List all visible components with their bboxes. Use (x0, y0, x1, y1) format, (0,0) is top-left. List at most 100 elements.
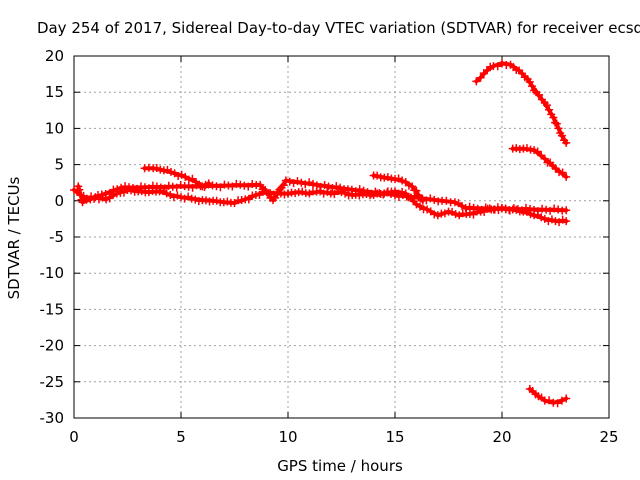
data-point (469, 203, 478, 212)
data-point (164, 181, 173, 190)
data-point (90, 194, 99, 203)
data-point (371, 187, 380, 196)
data-point (451, 210, 460, 219)
data-point (113, 185, 122, 194)
data-point (129, 184, 138, 193)
data-point (208, 181, 217, 190)
y-tick-label: -30 (40, 409, 65, 427)
data-point (505, 206, 514, 215)
data-layer (70, 59, 571, 408)
data-point (255, 191, 264, 200)
data-point (545, 105, 554, 114)
data-point (136, 182, 145, 191)
axis-ticks: 0 5 10 15 20 25 -30 -25 -20 -15 -10 -5 0 5 10 15 20 (40, 47, 619, 446)
data-point (551, 164, 560, 173)
data-point (558, 215, 567, 224)
data-point (387, 190, 396, 199)
data-point (232, 179, 241, 188)
data-point (184, 175, 193, 184)
data-point (430, 195, 439, 204)
data-point (363, 188, 372, 197)
data-point (297, 178, 306, 187)
x-tick-label: 15 (385, 428, 404, 446)
data-point (152, 182, 161, 191)
data-point (525, 77, 534, 86)
data-point (517, 206, 526, 215)
data-point (473, 204, 482, 213)
x-tick-label: 5 (176, 428, 186, 446)
data-point (320, 180, 329, 189)
data-point (493, 62, 502, 71)
data-point (562, 217, 571, 226)
data-point (293, 177, 302, 186)
data-point (373, 171, 382, 180)
data-point (398, 190, 407, 199)
data-point (279, 181, 288, 190)
data-point (244, 195, 253, 204)
data-point (359, 186, 368, 195)
data-point (168, 182, 177, 191)
data-point (285, 177, 294, 186)
data-point (550, 204, 559, 213)
data-point (167, 167, 176, 176)
data-point (558, 168, 567, 177)
data-point (347, 185, 356, 194)
data-point (323, 187, 332, 196)
data-point (530, 206, 539, 215)
series-main-band-b (284, 187, 571, 227)
y-tick-label: -15 (40, 300, 65, 318)
data-point (535, 90, 544, 99)
y-tick-label: 10 (45, 119, 64, 137)
data-point (476, 73, 485, 82)
data-point (140, 183, 149, 192)
data-point (248, 180, 257, 189)
data-point (414, 193, 423, 202)
y-tick-label: 20 (45, 47, 64, 65)
data-point (412, 186, 421, 195)
data-point (256, 180, 265, 189)
data-point (544, 217, 553, 226)
data-point (205, 197, 214, 206)
data-point (498, 59, 506, 68)
data-point (152, 163, 161, 172)
data-point (542, 205, 551, 214)
x-tick-label: 20 (492, 428, 511, 446)
data-point (472, 77, 481, 86)
data-point (192, 181, 201, 190)
data-point (410, 191, 419, 200)
data-point (284, 189, 292, 198)
data-point (530, 146, 539, 155)
x-tick-label: 0 (69, 428, 79, 446)
data-point (191, 195, 200, 204)
data-point (551, 217, 560, 226)
data-point (383, 188, 392, 197)
data-point (461, 204, 470, 213)
data-point (547, 215, 556, 224)
data-point (281, 176, 290, 185)
data-point (196, 182, 205, 191)
data-point (220, 180, 229, 189)
data-point (204, 180, 213, 189)
data-point (76, 190, 85, 199)
data-point (271, 193, 280, 202)
data-point (174, 171, 183, 180)
data-point (527, 82, 536, 91)
data-point (465, 209, 474, 218)
data-point (552, 119, 561, 128)
data-point (187, 194, 196, 203)
data-point (240, 181, 249, 190)
data-point (169, 193, 178, 202)
data-point (549, 113, 558, 122)
data-point (156, 183, 165, 192)
y-axis-label: SDTVAR / TECUs (5, 176, 23, 299)
data-point (477, 205, 486, 214)
data-point (557, 131, 566, 140)
data-point (375, 189, 384, 198)
data-point (383, 173, 392, 182)
data-point (236, 180, 245, 189)
data-point (219, 198, 228, 207)
data-point (521, 203, 530, 212)
data-point (509, 204, 518, 213)
data-point (261, 185, 270, 194)
